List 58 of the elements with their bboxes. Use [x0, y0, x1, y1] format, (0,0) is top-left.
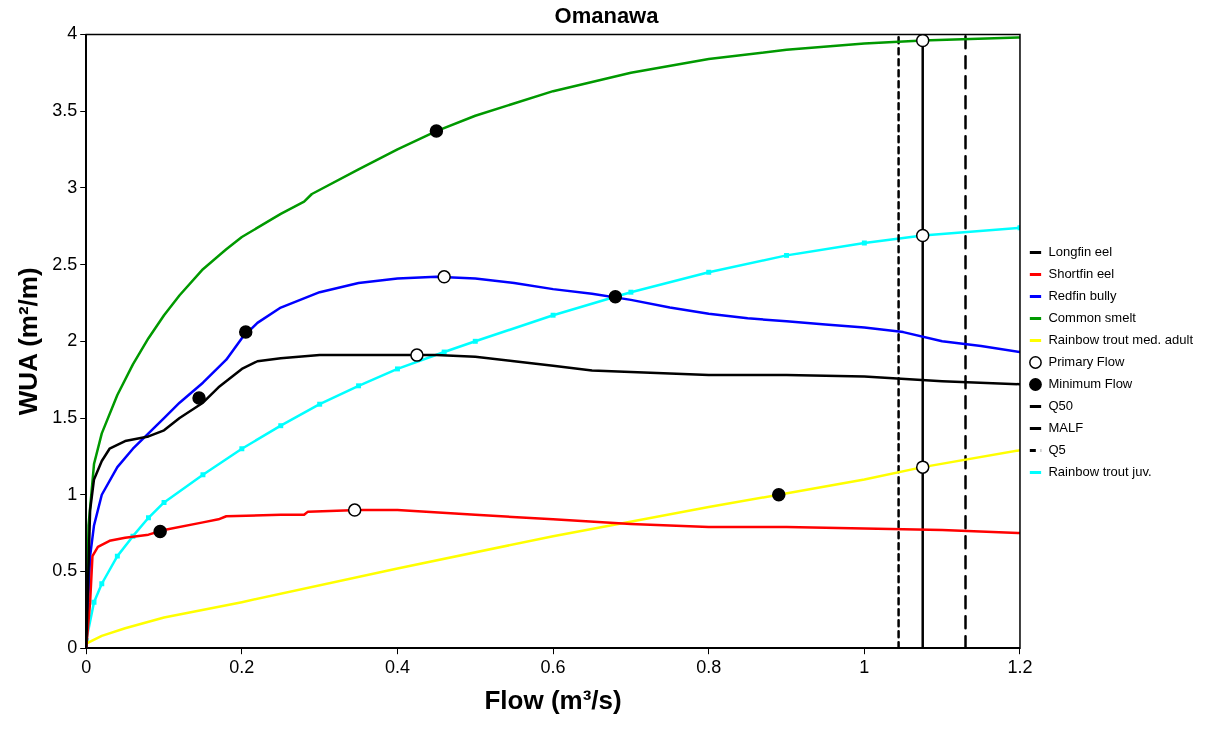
legend-label: Rainbow trout med. adult	[1048, 332, 1194, 348]
x-tick-label: 0.4	[384, 656, 410, 677]
y-tick-label: 2	[67, 330, 78, 351]
chart-title: Omanawa	[554, 3, 660, 29]
point	[347, 503, 362, 517]
legend-label: Shortfin eel	[1048, 266, 1115, 282]
x-tick-label: 0.2	[229, 656, 255, 677]
point	[706, 269, 712, 275]
point	[114, 553, 120, 559]
point	[915, 34, 930, 48]
point	[146, 515, 151, 521]
point	[239, 446, 245, 452]
point	[550, 312, 556, 318]
legend-label: Q50	[1048, 398, 1074, 414]
x-axis-title: Flow (m³/s)	[484, 684, 622, 715]
point	[472, 338, 478, 344]
point	[429, 124, 444, 138]
y-tick-label: 1.5	[52, 406, 78, 427]
x-tick-label: 1	[859, 656, 870, 677]
legend-label: Redfin bully	[1048, 288, 1117, 304]
point	[861, 240, 867, 246]
point	[437, 270, 451, 284]
point	[410, 348, 424, 362]
y-axis-title: WUA (m²/m)	[12, 267, 43, 416]
point	[278, 423, 284, 429]
point	[356, 383, 362, 389]
x-tick-label: 0.6	[540, 656, 566, 677]
legend-label: Rainbow trout juv.	[1048, 464, 1152, 480]
point	[772, 488, 786, 502]
y-tick-label: 0	[67, 637, 78, 658]
point	[192, 391, 206, 405]
y-tick-label: 3	[67, 176, 78, 197]
point	[200, 472, 206, 478]
legend-label: MALF	[1048, 420, 1084, 436]
point	[317, 401, 323, 407]
point	[915, 460, 930, 474]
x-tick-label: 0.8	[696, 656, 722, 677]
y-tick-label: 3.5	[52, 100, 78, 121]
legend-label: Common smelt	[1048, 310, 1137, 326]
point	[608, 290, 623, 304]
point	[161, 499, 167, 505]
legend-label: Primary Flow	[1048, 354, 1125, 370]
y-tick-label: 4	[67, 23, 78, 44]
x-tick-label: 0	[81, 656, 92, 677]
point	[99, 581, 105, 587]
point	[153, 524, 167, 539]
y-tick-label: 1	[67, 483, 78, 504]
point	[628, 289, 634, 295]
x-tick-label: 1.2	[1007, 656, 1033, 677]
y-tick-label: 0.5	[52, 560, 78, 581]
legend-label: Q5	[1048, 442, 1066, 458]
point	[238, 325, 253, 339]
point	[915, 228, 930, 243]
point	[784, 252, 790, 258]
legend-label: Longfin eel	[1048, 244, 1113, 260]
point	[395, 366, 400, 372]
y-tick-label: 2.5	[52, 253, 78, 274]
legend-label: Minimum Flow	[1048, 376, 1133, 392]
